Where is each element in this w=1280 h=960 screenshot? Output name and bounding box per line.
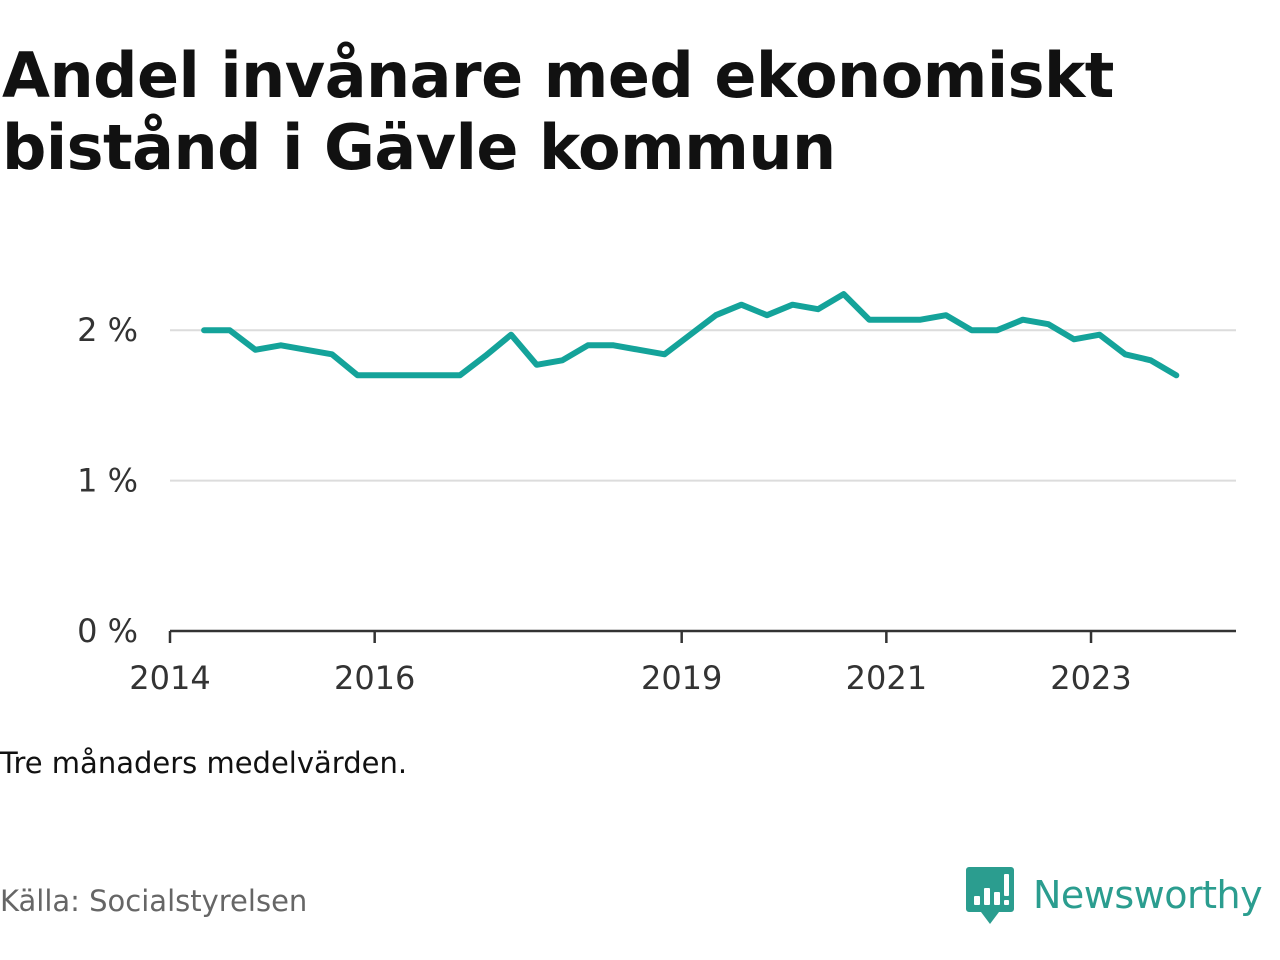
data-point [252,347,258,353]
data-point [943,312,949,318]
data-point [687,332,693,338]
data-point [1071,336,1077,342]
data-point [636,347,642,353]
data-point [406,372,412,378]
data-point [483,353,489,359]
x-tick-label: 2016 [334,659,415,697]
y-tick-label: 0 % [77,612,138,650]
data-point [841,291,847,297]
x-axis: 2014 2016 2019 2021 2023 [129,629,1236,697]
data-point [969,327,975,333]
data-point [1097,332,1103,338]
data-point [815,306,821,312]
chart-note: Tre månaders medelvärden. [0,746,408,780]
line-chart: 0 % 1 % 2 % 2014 2016 2019 2021 2023 [77,291,1236,697]
data-point [534,362,540,368]
y-tick-label: 1 % [77,462,138,500]
data-point [227,327,233,333]
data-point [1122,351,1128,357]
data-point [713,312,719,318]
data-point [1020,317,1026,323]
x-tick-label: 2023 [1050,659,1131,697]
data-point [790,302,796,308]
series-layer [201,291,1180,379]
data-point [1173,372,1179,378]
data-point [866,317,872,323]
data-point [662,351,668,357]
data-point [355,372,361,378]
y-axis-tick-labels: 0 % 1 % 2 % [77,311,138,650]
y-tick-label: 2 % [77,311,138,349]
newsworthy-logo: Newsworthy [965,863,1263,927]
data-point [764,312,770,318]
data-point [610,342,616,348]
data-point [431,372,437,378]
data-point [303,347,309,353]
x-tick-label: 2021 [846,659,927,697]
data-point [892,317,898,323]
data-point [1045,321,1051,327]
chart-title: Andel invånare med ekonomiskt bistånd i … [2,39,1114,184]
data-point [380,372,386,378]
data-point [917,317,923,323]
data-point [1148,357,1154,363]
source-label: Källa: Socialstyrelsen [0,884,308,918]
bar-chart-speech-bubble-icon [966,867,1014,924]
data-point [508,332,514,338]
data-point [201,327,207,333]
brand-name: Newsworthy [1033,873,1263,917]
data-point [278,342,284,348]
data-point [457,372,463,378]
series-line [201,291,1180,379]
data-point [585,342,591,348]
data-point [559,357,565,363]
data-point [994,327,1000,333]
x-tick-label: 2014 [129,659,210,697]
data-point [738,302,744,308]
x-tick-label: 2019 [641,659,722,697]
data-point [329,351,335,357]
